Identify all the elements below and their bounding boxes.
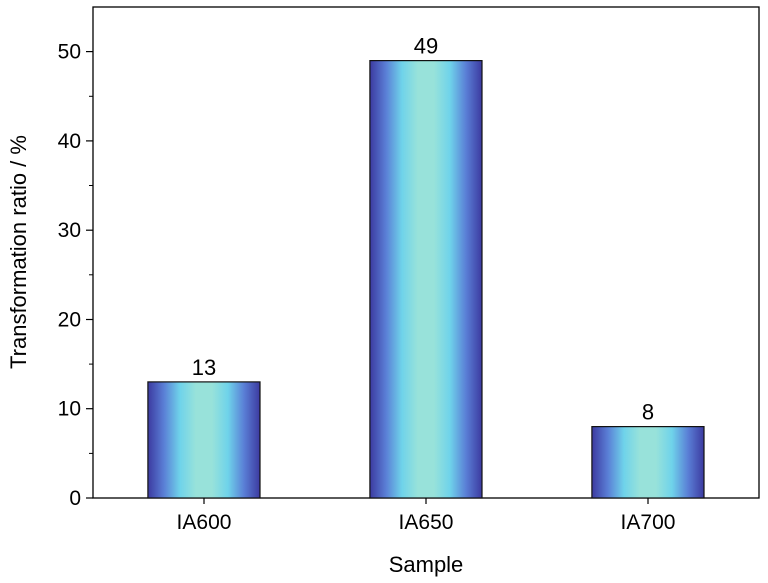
x-tick-label: IA700 <box>621 511 676 534</box>
x-axis: IA600 IA650 IA700 <box>177 498 676 534</box>
x-tick-label: IA600 <box>177 511 232 534</box>
data-label-ia600: 13 <box>192 355 216 380</box>
bar-ia600 <box>147 381 261 499</box>
y-tick-label: 40 <box>58 130 81 153</box>
data-label-ia650: 49 <box>414 34 438 59</box>
data-label-ia700: 8 <box>642 400 654 425</box>
y-tick-label: 20 <box>58 309 81 332</box>
x-tick-label: IA650 <box>399 511 454 534</box>
y-axis-title: Transformation ratio / % <box>6 135 31 369</box>
bar-ia700 <box>591 426 705 499</box>
y-tick-label: 10 <box>58 398 81 421</box>
y-tick-label: 30 <box>58 219 81 242</box>
x-axis-title: Sample <box>389 552 464 577</box>
y-tick-label: 50 <box>58 41 81 64</box>
y-tick-label: 0 <box>69 487 81 510</box>
y-axis: 0 10 20 30 40 50 <box>58 41 93 510</box>
bar-ia650 <box>369 59 483 499</box>
bars-layer: 13 49 8 <box>147 34 705 499</box>
